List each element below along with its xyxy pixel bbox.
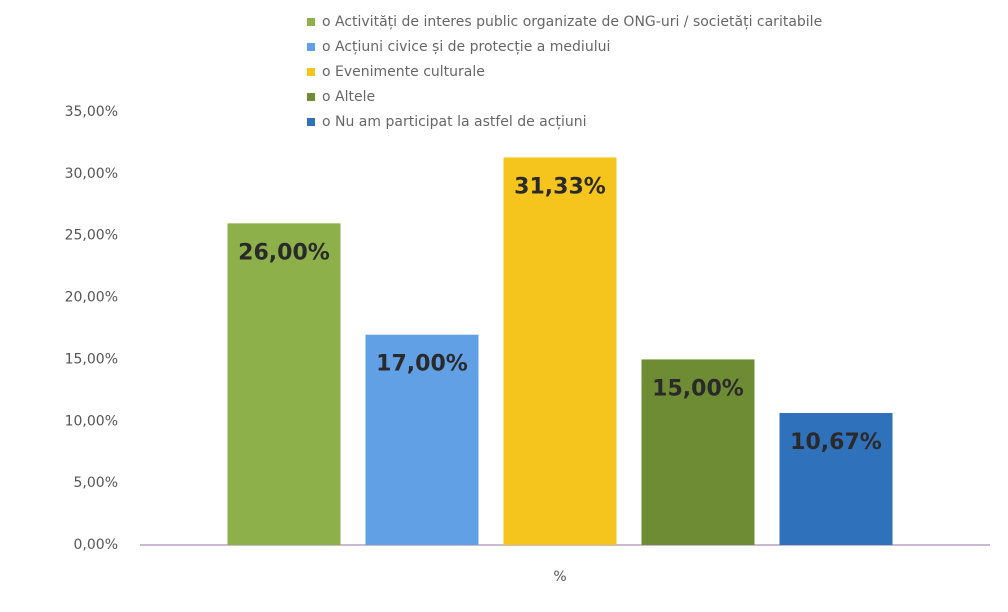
legend-label: o Nu am participat la astfel de acțiuni — [322, 114, 586, 130]
legend-swatch — [307, 118, 315, 126]
legend-swatch — [307, 93, 315, 101]
legend-swatch — [307, 43, 315, 51]
value-label: 17,00% — [376, 352, 468, 377]
y-tick-label: 15,00% — [65, 351, 118, 367]
legend-label: o Activități de interes public organizat… — [322, 14, 822, 30]
x-tick-label: % — [553, 569, 566, 585]
value-label: 10,67% — [790, 430, 882, 455]
legend-swatch — [307, 68, 315, 76]
value-label: 26,00% — [238, 240, 330, 265]
bar — [641, 359, 755, 545]
legend-label: o Acțiuni civice și de protecție a mediu… — [322, 39, 610, 55]
y-tick-label: 10,00% — [65, 413, 118, 429]
bar — [227, 223, 341, 546]
legend-label: o Evenimente culturale — [322, 64, 485, 80]
bar — [779, 412, 893, 545]
value-label: 31,33% — [514, 174, 606, 199]
bar — [365, 334, 479, 545]
y-tick-label: 20,00% — [65, 290, 118, 306]
y-tick-label: 30,00% — [65, 166, 118, 182]
y-tick-label: 5,00% — [74, 475, 118, 491]
bar — [503, 157, 617, 545]
y-tick-label: 0,00% — [74, 537, 118, 553]
y-tick-label: 25,00% — [65, 228, 118, 244]
value-label: 15,00% — [652, 376, 744, 401]
legend-swatch — [307, 18, 315, 26]
y-tick-label: 35,00% — [65, 104, 118, 120]
legend-label: o Altele — [322, 89, 375, 105]
